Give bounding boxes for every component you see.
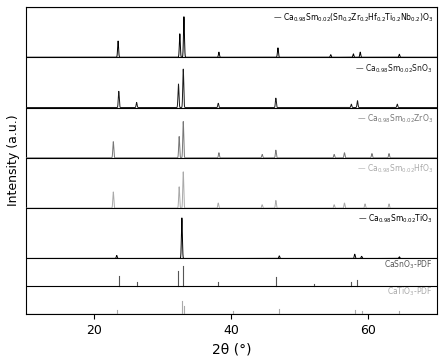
Text: — Ca$_{0.98}$Sm$_{0.02}$ZrO$_3$: — Ca$_{0.98}$Sm$_{0.02}$ZrO$_3$ — [357, 113, 433, 125]
Text: — Ca$_{0.98}$Sm$_{0.02}$SnO$_3$: — Ca$_{0.98}$Sm$_{0.02}$SnO$_3$ — [355, 62, 433, 74]
Text: — Ca$_{0.98}$Sm$_{0.02}$(Sn$_{0.2}$Zr$_{0.2}$Hf$_{0.2}$Ti$_{0.2}$Nb$_{0.2}$)O$_3: — Ca$_{0.98}$Sm$_{0.02}$(Sn$_{0.2}$Zr$_{… — [273, 12, 433, 24]
X-axis label: 2θ (°): 2θ (°) — [211, 342, 251, 356]
Y-axis label: Intensity (a.u.): Intensity (a.u.) — [7, 115, 20, 206]
Text: CaSnO$_3$-PDF: CaSnO$_3$-PDF — [385, 258, 433, 271]
Text: — Ca$_{0.98}$Sm$_{0.02}$TiO$_3$: — Ca$_{0.98}$Sm$_{0.02}$TiO$_3$ — [358, 213, 433, 225]
Text: — Ca$_{0.98}$Sm$_{0.02}$HfO$_3$: — Ca$_{0.98}$Sm$_{0.02}$HfO$_3$ — [357, 163, 433, 175]
Text: CaTiO$_3$-PDF: CaTiO$_3$-PDF — [387, 286, 433, 298]
